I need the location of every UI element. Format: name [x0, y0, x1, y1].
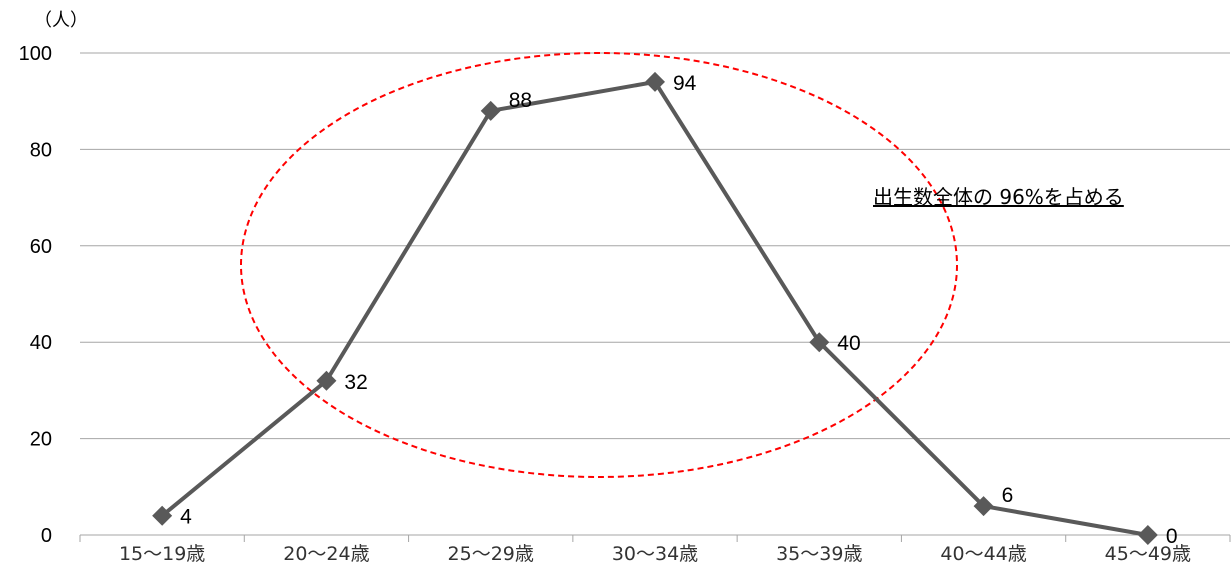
x-axis — [79, 534, 1231, 542]
x-tick-label-1: 20～24歳 — [283, 543, 369, 565]
x-tick-label-5: 40～44歳 — [940, 543, 1026, 565]
data-label-0: 4 — [180, 506, 192, 529]
y-tick-label-100: 100 — [19, 43, 52, 65]
data-label-4: 40 — [837, 332, 860, 355]
data-label-1: 32 — [344, 371, 367, 394]
data-point-2 — [480, 100, 501, 121]
highlight-ellipse — [240, 52, 958, 478]
data-label-3: 94 — [673, 72, 697, 95]
annotation-text: 出生数全体の 96%を占める — [873, 185, 1124, 209]
gridlines — [80, 52, 1230, 440]
x-tick-label-6: 45～49歳 — [1105, 543, 1191, 565]
x-tick-label-0: 15～19歳 — [119, 543, 205, 565]
data-point-1 — [316, 370, 337, 391]
y-tick-label-20: 20 — [30, 429, 52, 451]
data-label-2: 88 — [509, 89, 532, 112]
x-tick-label-2: 25～29歳 — [448, 543, 534, 565]
x-tick-label-3: 30～34歳 — [612, 543, 698, 565]
data-label-6: 0 — [1166, 525, 1178, 548]
y-axis-unit-label: （人） — [34, 10, 88, 31]
data-point-4 — [809, 332, 830, 353]
x-tick-label-4: 35～39歳 — [776, 543, 862, 565]
data-label-5: 6 — [1002, 484, 1014, 507]
y-tick-label-0: 0 — [41, 525, 52, 547]
data-point-0 — [152, 505, 173, 526]
data-point-6 — [1137, 525, 1158, 545]
y-tick-label-40: 40 — [30, 332, 52, 354]
x-tick-labels: 15～19歳 20～24歳 25～29歳 30～34歳 35～39歳 40～44歳 45～4… — [119, 543, 1191, 565]
y-tick-label-60: 60 — [30, 236, 52, 258]
data-labels: 4 32 88 94 40 6 0 — [180, 72, 1177, 548]
data-point-3 — [645, 71, 665, 92]
y-tick-label-80: 80 — [30, 139, 52, 161]
data-markers — [152, 71, 1158, 545]
data-point-5 — [973, 496, 994, 517]
y-tick-labels: 0 20 40 60 80 100 — [19, 43, 52, 547]
